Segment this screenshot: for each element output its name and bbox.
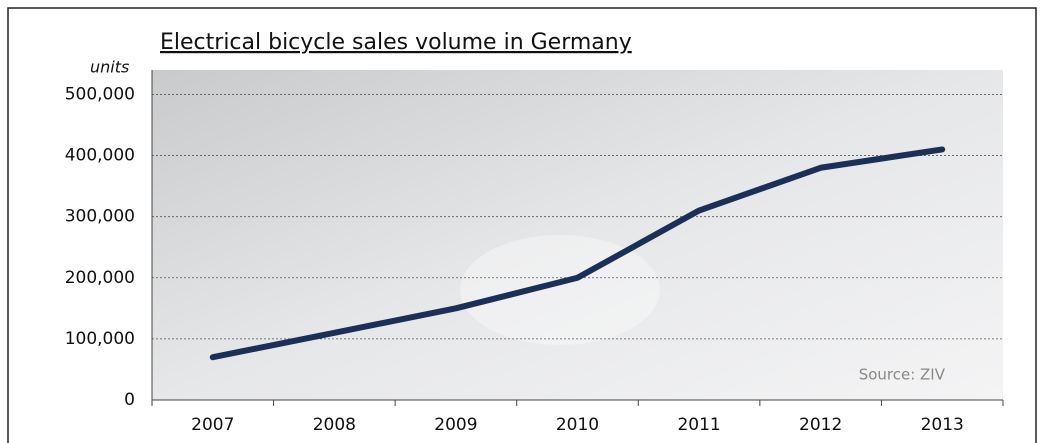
x-tick-label: 2011	[677, 415, 720, 435]
source-note: Source: ZIV	[859, 366, 946, 384]
x-tick-label: 2012	[799, 415, 842, 435]
data-line	[209, 146, 946, 361]
chart-title: Electrical bicycle sales volume in Germa…	[160, 30, 632, 55]
x-tick-label: 2013	[921, 415, 964, 435]
x-tick-label: 2009	[434, 415, 477, 435]
y-tick-label: 0	[124, 390, 135, 410]
x-tick-label: 2007	[191, 415, 234, 435]
y-tick-label: 500,000	[65, 84, 135, 104]
y-tick-label: 200,000	[65, 268, 135, 288]
y-tick-label: 100,000	[65, 329, 135, 349]
x-tick-label: 2010	[556, 415, 599, 435]
x-tick-label: 2008	[313, 415, 356, 435]
y-tick-label: 400,000	[65, 146, 135, 166]
y-axis-label: units	[90, 58, 129, 77]
plot-background	[152, 70, 1003, 400]
y-tick-label: 300,000	[65, 207, 135, 227]
